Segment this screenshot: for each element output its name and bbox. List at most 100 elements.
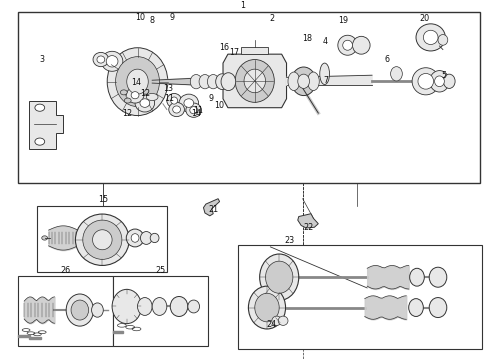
Ellipse shape — [126, 87, 144, 103]
Bar — [18, 276, 113, 346]
Ellipse shape — [409, 299, 423, 316]
Ellipse shape — [75, 214, 129, 265]
Text: 21: 21 — [208, 205, 219, 214]
Text: 9: 9 — [169, 13, 174, 22]
Bar — [18, 12, 480, 183]
Ellipse shape — [116, 57, 159, 107]
Ellipse shape — [199, 75, 211, 89]
Ellipse shape — [308, 72, 319, 91]
Polygon shape — [241, 47, 269, 54]
Ellipse shape — [152, 298, 167, 315]
Text: 16: 16 — [220, 42, 229, 51]
Ellipse shape — [186, 103, 201, 117]
Ellipse shape — [131, 92, 139, 99]
Ellipse shape — [423, 30, 438, 45]
Ellipse shape — [188, 300, 199, 313]
Circle shape — [42, 236, 48, 240]
Text: 12: 12 — [140, 89, 150, 98]
Ellipse shape — [107, 48, 168, 116]
Bar — [113, 276, 208, 346]
Ellipse shape — [141, 231, 152, 244]
Ellipse shape — [435, 76, 444, 87]
Ellipse shape — [438, 35, 448, 45]
Ellipse shape — [170, 297, 188, 316]
Ellipse shape — [150, 233, 159, 243]
Ellipse shape — [343, 40, 352, 50]
Ellipse shape — [135, 94, 155, 112]
Text: 19: 19 — [338, 17, 348, 26]
Circle shape — [124, 98, 131, 103]
Ellipse shape — [184, 99, 194, 107]
Polygon shape — [152, 78, 191, 85]
Polygon shape — [203, 199, 220, 216]
Ellipse shape — [320, 63, 330, 85]
Text: 4: 4 — [323, 37, 328, 46]
Ellipse shape — [207, 75, 219, 89]
Ellipse shape — [216, 74, 228, 90]
Text: 25: 25 — [156, 266, 166, 275]
Ellipse shape — [127, 69, 148, 94]
Text: 3: 3 — [40, 55, 45, 64]
Ellipse shape — [235, 59, 274, 102]
Text: 14: 14 — [131, 78, 142, 87]
Text: 9: 9 — [208, 94, 213, 103]
Ellipse shape — [429, 267, 447, 287]
Ellipse shape — [430, 71, 449, 92]
Text: 10: 10 — [135, 13, 145, 22]
Ellipse shape — [352, 36, 370, 54]
Text: 12: 12 — [122, 109, 132, 118]
Text: 24: 24 — [267, 320, 277, 329]
Text: 13: 13 — [163, 84, 173, 93]
Ellipse shape — [93, 53, 109, 67]
Ellipse shape — [131, 234, 139, 242]
Ellipse shape — [112, 289, 142, 324]
Text: 6: 6 — [384, 55, 389, 64]
Ellipse shape — [97, 56, 105, 63]
Text: 14: 14 — [191, 109, 201, 118]
Ellipse shape — [255, 293, 279, 322]
Ellipse shape — [266, 261, 293, 293]
Ellipse shape — [172, 106, 180, 113]
Text: 8: 8 — [149, 16, 155, 25]
Text: 20: 20 — [420, 14, 430, 23]
Ellipse shape — [418, 73, 434, 89]
Text: 1: 1 — [240, 1, 245, 10]
Polygon shape — [18, 335, 30, 337]
Text: 11: 11 — [164, 94, 174, 103]
Ellipse shape — [272, 316, 282, 325]
Text: 2: 2 — [270, 14, 274, 23]
Ellipse shape — [278, 316, 288, 325]
Ellipse shape — [71, 300, 89, 320]
Ellipse shape — [416, 24, 445, 51]
Ellipse shape — [138, 298, 152, 315]
Ellipse shape — [140, 99, 150, 107]
Ellipse shape — [412, 68, 440, 95]
Ellipse shape — [147, 94, 158, 100]
Text: 26: 26 — [61, 266, 71, 275]
Ellipse shape — [410, 268, 424, 286]
Polygon shape — [113, 331, 123, 333]
Polygon shape — [29, 100, 63, 149]
Ellipse shape — [292, 67, 316, 95]
Text: 10: 10 — [215, 102, 224, 111]
Ellipse shape — [244, 69, 266, 93]
Ellipse shape — [126, 229, 144, 247]
Ellipse shape — [429, 298, 447, 318]
Circle shape — [121, 90, 127, 95]
Ellipse shape — [248, 286, 286, 329]
Polygon shape — [223, 54, 287, 108]
Ellipse shape — [221, 73, 236, 91]
Text: 22: 22 — [303, 224, 314, 233]
Ellipse shape — [338, 35, 357, 55]
Text: 11: 11 — [194, 106, 203, 115]
Text: 18: 18 — [302, 33, 313, 42]
Circle shape — [35, 104, 45, 111]
Text: 7: 7 — [323, 76, 328, 85]
Polygon shape — [298, 214, 319, 228]
Polygon shape — [287, 75, 372, 85]
Ellipse shape — [391, 67, 402, 81]
Ellipse shape — [106, 55, 118, 67]
Ellipse shape — [179, 94, 198, 112]
Ellipse shape — [83, 220, 122, 259]
Ellipse shape — [92, 303, 103, 317]
